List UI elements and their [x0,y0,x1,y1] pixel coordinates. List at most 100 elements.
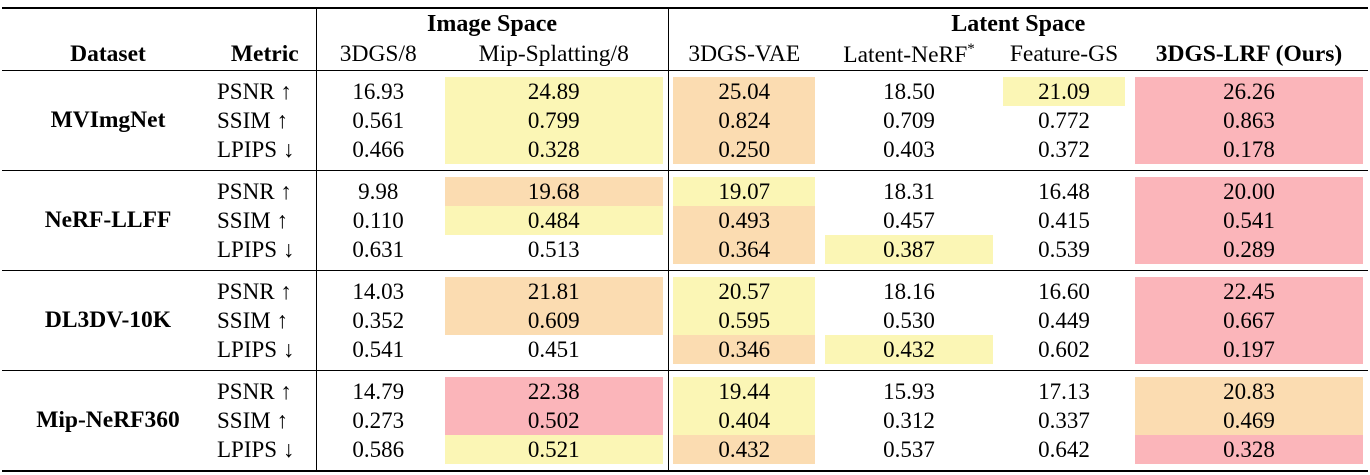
metric-label: SSIM ↑ [214,406,317,435]
value-cell: 24.89 [440,77,669,106]
spacer-row [2,364,1368,371]
value-cell: 0.404 [668,406,820,435]
value-cell: 0.824 [668,106,820,135]
dataset-block-dl3dv-10k: DL3DV-10K PSNR ↑ 14.03 21.81 20.57 18.16… [2,270,1369,371]
table-row: NeRF-LLFF PSNR ↑ 9.98 19.68 19.07 18.31 … [2,177,1368,233]
asterisk-superscript: * [967,41,975,58]
value-cell: 0.337 [1038,407,1090,433]
metric-label: SSIM ↑ [214,106,317,135]
table-row: SSIM ↑ 0.561 0.799 0.824 0.709 0.772 0.8… [2,106,1368,135]
value-cell: 0.469 [1130,406,1368,435]
spacer-row [2,464,1368,471]
value-cell: 0.521 [440,435,669,464]
table-row: SSIM ↑ 0.352 0.609 0.595 0.530 0.449 0.6… [2,306,1368,335]
value-cell: 0.513 [440,235,669,264]
group-header-image-space: Image Space [316,8,669,40]
value-cell: 19.07 [668,177,820,206]
metric-label: SSIM ↑ [214,306,317,335]
value-cell: 0.709 [883,107,935,133]
value-cell: 16.60 [1038,278,1090,304]
value-cell: 19.68 [440,177,669,206]
value-cell: 9.98 [358,178,399,204]
table-row: SSIM ↑ 0.110 0.484 0.493 0.457 0.415 0.5… [2,206,1368,235]
value-cell: 0.595 [668,306,820,335]
table-header: Image Space Latent Space Dataset Metric … [2,8,1369,71]
spacer-row [2,264,1368,271]
value-cell: 0.432 [668,435,820,464]
value-cell: 22.38 [440,377,669,406]
value-cell: 0.541 [352,336,405,362]
value-cell: 0.642 [1038,436,1090,462]
group-header-row: Image Space Latent Space [2,8,1368,40]
value-cell: 25.04 [668,77,820,106]
value-cell: 0.387 [820,235,998,264]
value-cell: 20.00 [1130,177,1368,206]
metric-label: LPIPS ↓ [214,135,317,164]
dataset-label: NeRF-LLFF [44,206,172,233]
value-cell: 0.403 [883,136,935,162]
value-cell: 0.502 [440,406,669,435]
column-header-3dgs-lrf-ours: 3DGS-LRF (Ours) [1155,41,1343,68]
table-row: MVImgNet PSNR ↑ 16.93 24.89 25.04 18.50 … [2,77,1368,133]
value-cell: 0.493 [668,206,820,235]
value-cell: 0.312 [883,407,935,433]
value-cell: 0.250 [668,135,820,164]
dataset-block-mvimgnet: MVImgNet PSNR ↑ 16.93 24.89 25.04 18.50 … [2,70,1368,171]
value-cell: 0.432 [820,335,998,364]
value-cell: 0.537 [883,436,935,462]
value-cell: 0.466 [352,136,405,162]
value-cell: 0.449 [1038,307,1090,333]
value-cell: 0.667 [1130,306,1368,335]
column-header-3dgs8: 3DGS/8 [339,41,417,68]
metric-label: PSNR ↑ [214,77,317,106]
value-cell: 0.352 [352,307,405,333]
metric-label: PSNR ↑ [214,177,317,206]
metric-label: PSNR ↑ [214,377,317,406]
value-cell: 0.799 [440,106,669,135]
metric-label: LPIPS ↓ [214,335,317,364]
value-cell: 0.110 [352,207,404,233]
value-cell: 0.346 [668,335,820,364]
value-cell: 26.26 [1130,77,1368,106]
value-cell: 18.50 [883,78,935,104]
value-cell: 0.457 [883,207,935,233]
value-cell: 0.364 [668,235,820,264]
value-cell: 0.586 [352,436,405,462]
value-cell: 0.561 [352,107,405,133]
value-cell: 17.13 [1038,378,1090,404]
group-header-spacer [2,8,317,40]
table-row: LPIPS ↓ 0.541 0.451 0.346 0.432 0.602 0.… [2,335,1368,364]
column-header-dataset: Dataset [70,41,146,68]
value-cell: 14.79 [352,378,405,404]
value-cell: 0.451 [440,335,669,364]
value-cell: 16.93 [352,78,405,104]
value-cell: 0.178 [1130,135,1368,164]
value-cell: 0.289 [1130,235,1368,264]
value-cell: 0.328 [440,135,669,164]
value-cell: 19.44 [668,377,820,406]
value-cell: 22.45 [1130,277,1368,306]
value-cell: 14.03 [352,278,405,304]
column-header-metric: Metric [214,40,317,71]
value-cell: 0.197 [1130,335,1368,364]
dataset-label: Mip-NeRF360 [36,406,180,433]
column-header-latent-nerf: Latent-NeRF* [843,41,975,68]
value-cell: 0.772 [1038,107,1090,133]
group-header-latent-space: Latent Space [951,11,1086,38]
table-row: Mip-NeRF360 PSNR ↑ 14.79 22.38 19.44 15.… [2,377,1368,433]
value-cell: 20.83 [1130,377,1368,406]
spacer-row [2,270,1368,277]
value-cell: 21.09 [998,77,1130,106]
value-cell: 0.273 [352,407,405,433]
metric-label: LPIPS ↓ [214,435,317,464]
value-cell: 0.609 [440,306,669,335]
column-header-row: Dataset Metric 3DGS/8 Mip-Splatting/8 3D… [2,40,1368,71]
value-cell: 0.541 [1130,206,1368,235]
value-cell: 0.539 [1038,236,1090,262]
value-cell: 16.48 [1038,178,1090,204]
column-header-mip-splatting8: Mip-Splatting/8 [440,40,669,71]
value-cell: 18.16 [883,278,935,304]
column-header-3dgs-vae: 3DGS-VAE [688,41,801,68]
dataset-label: DL3DV-10K [44,306,172,333]
value-cell: 15.93 [883,378,935,404]
